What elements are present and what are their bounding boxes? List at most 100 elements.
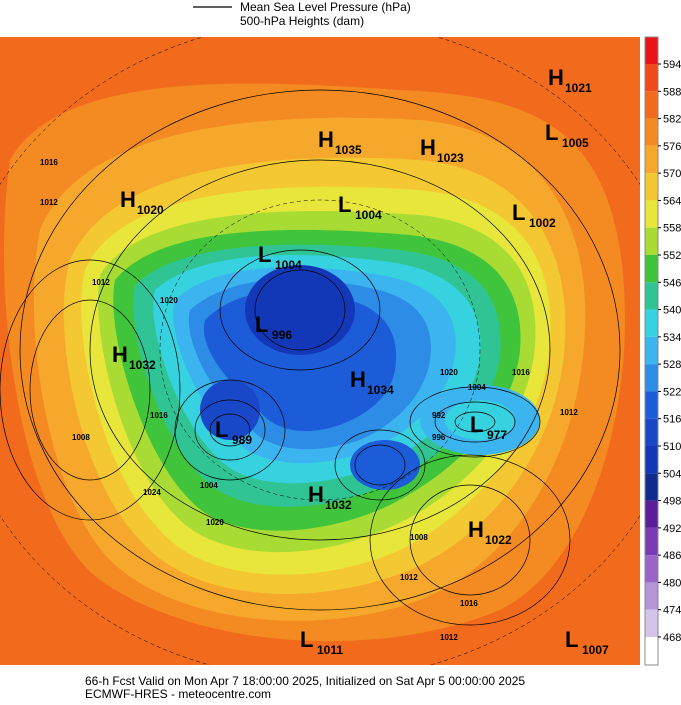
center-value: 1005 bbox=[562, 136, 589, 150]
colorbar-tick-label: 576 bbox=[663, 141, 681, 153]
center-value: 1035 bbox=[335, 143, 362, 157]
center-value: 1020 bbox=[137, 203, 164, 217]
contour-label: 1016 bbox=[40, 158, 58, 167]
colorbar-bin bbox=[645, 145, 658, 174]
footer-line2: ECMWF-HRES - meteocentre.com bbox=[85, 687, 271, 700]
center-value: 977 bbox=[487, 428, 507, 442]
colorbar-bin bbox=[645, 64, 658, 92]
center-letter: H bbox=[420, 135, 436, 160]
contour-label: 1024 bbox=[143, 488, 161, 497]
center-letter: L bbox=[512, 200, 525, 225]
colorbar-bin bbox=[645, 37, 658, 64]
center-value: 1004 bbox=[355, 208, 382, 222]
colorbar-bin bbox=[645, 582, 658, 610]
center-value: 1022 bbox=[485, 533, 512, 547]
colorbar-bin bbox=[645, 555, 658, 583]
colorbar-frame bbox=[644, 36, 659, 666]
footer-line1: 66-h Fcst Valid on Mon Apr 7 18:00:00 20… bbox=[85, 674, 525, 688]
contour-label: 1016 bbox=[512, 368, 530, 377]
contour-label: 1004 bbox=[468, 383, 486, 392]
center-value: 1021 bbox=[565, 81, 592, 95]
center-letter: L bbox=[215, 417, 228, 442]
colorbar-tick-label: 498 bbox=[663, 496, 681, 508]
colorbar-tick-label: 570 bbox=[663, 168, 681, 180]
center-value: 1011 bbox=[317, 643, 343, 657]
colorbar-bin bbox=[645, 200, 658, 228]
center-letter: L bbox=[300, 627, 313, 652]
colorbar-bin bbox=[645, 391, 658, 419]
colorbar-bin bbox=[645, 418, 658, 446]
center-letter: L bbox=[258, 242, 271, 267]
center-value: 1032 bbox=[325, 498, 352, 512]
colorbar-bin bbox=[645, 336, 658, 365]
colorbar-tick-label: 510 bbox=[663, 441, 681, 453]
colorbar-bin bbox=[645, 637, 658, 665]
colorbar-bin bbox=[645, 118, 658, 146]
center-letter: L bbox=[565, 627, 578, 652]
colorbar-tick-label: 504 bbox=[663, 468, 681, 480]
colorbar-tick-label: 522 bbox=[663, 386, 681, 398]
colorbar-tick-label: 474 bbox=[663, 605, 681, 617]
colorbar-tick-label: 480 bbox=[663, 577, 681, 589]
center-value: 1007 bbox=[582, 643, 609, 657]
contour-label: 1012 bbox=[40, 198, 58, 207]
colorbar-tick-label: 558 bbox=[663, 223, 681, 235]
colorbar-tick-label: 528 bbox=[663, 359, 681, 371]
contour-label: 1012 bbox=[560, 408, 578, 417]
contour-label: 1008 bbox=[72, 433, 90, 442]
contour-label: 1012 bbox=[400, 573, 418, 582]
colorbar-bin bbox=[645, 527, 658, 556]
center-value: 1034 bbox=[367, 383, 394, 397]
colorbar-tick-label: 546 bbox=[663, 277, 681, 289]
header-line2: 500-hPa Heights (dam) bbox=[240, 14, 364, 28]
center-value: 1023 bbox=[437, 151, 464, 165]
contour-label: 1016 bbox=[460, 599, 478, 608]
colorbar-bin bbox=[645, 446, 658, 474]
colorbar-tick-label: 534 bbox=[663, 332, 681, 344]
colorbar-tick-label: 492 bbox=[663, 523, 681, 535]
colorbar-bin bbox=[645, 473, 658, 501]
center-letter: H bbox=[308, 482, 324, 507]
colorbar-bin bbox=[645, 91, 658, 119]
contour-label: 1020 bbox=[440, 368, 458, 377]
colorbar-tick-label: 582 bbox=[663, 114, 681, 126]
center-value: 1004 bbox=[275, 258, 302, 272]
center-value: 1002 bbox=[529, 216, 556, 230]
contour-label: 992 bbox=[432, 411, 446, 420]
center-letter: L bbox=[470, 412, 483, 437]
colorbar-tick-label: 552 bbox=[663, 250, 681, 262]
center-letter: L bbox=[338, 192, 351, 217]
contour-label: 1004 bbox=[200, 481, 218, 490]
colorbar-tick-label: 540 bbox=[663, 305, 681, 317]
colorbar-tick-label: 564 bbox=[663, 195, 681, 207]
center-letter: H bbox=[318, 127, 334, 152]
colorbar-bin bbox=[645, 364, 658, 392]
colorbar-bin bbox=[645, 309, 658, 337]
colorbar-tick-label: 588 bbox=[663, 86, 681, 98]
center-letter: H bbox=[548, 65, 564, 90]
colorbar-bin bbox=[645, 609, 658, 637]
colorbar-tick-label: 486 bbox=[663, 550, 681, 562]
contour-label: 1008 bbox=[410, 533, 428, 542]
colorbar-bin bbox=[645, 173, 658, 201]
contour-label: 1020 bbox=[206, 518, 224, 527]
map bbox=[0, 37, 640, 665]
contour-label: 1016 bbox=[150, 411, 168, 420]
center-letter: H bbox=[350, 367, 366, 392]
center-letter: H bbox=[112, 342, 128, 367]
colorbar-bin bbox=[645, 255, 658, 283]
colorbar-bin bbox=[645, 500, 658, 528]
center-letter: H bbox=[468, 517, 484, 542]
colorbar-tick-label: 468 bbox=[663, 632, 681, 644]
center-letter: L bbox=[545, 120, 558, 145]
center-letter: L bbox=[255, 312, 268, 337]
colorbar: 594 588 582 576 570 564 558 552 546 540 534 528 522 5… bbox=[644, 36, 681, 666]
contour-label: 1012 bbox=[92, 278, 110, 287]
contour-label: 1012 bbox=[440, 633, 458, 642]
header-line1: Mean Sea Level Pressure (hPa) bbox=[240, 0, 411, 14]
center-value: 989 bbox=[232, 433, 252, 447]
colorbar-bin bbox=[645, 282, 658, 310]
center-value: 1032 bbox=[129, 358, 156, 372]
center-value: 996 bbox=[272, 328, 292, 342]
